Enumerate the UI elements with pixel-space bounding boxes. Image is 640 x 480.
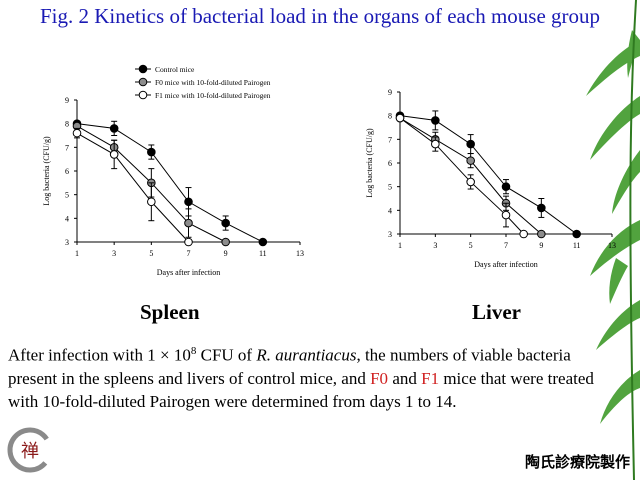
spleen-series-1-point [184,218,193,228]
spleen-x-tick-label: 5 [149,249,153,258]
caption-organism: R. aurantiacus [256,345,357,365]
spleen-y-tick-label: 6 [65,167,69,176]
spleen-x-tick-label: 7 [187,249,191,258]
spleen-series-2-line [76,132,189,243]
liver-series-0-point [466,139,475,149]
spleen-series-0-point [184,197,193,207]
spleen-series-2-point [147,197,156,207]
liver-y-tick-label: 5 [388,183,392,192]
liver-series-0-point [431,116,440,125]
liver-series-1-point [537,229,546,239]
spleen-x-tick-label: 1 [75,249,79,258]
zen-logo: 禅 [6,426,54,479]
spleen-series-2-point [109,150,119,159]
spleen-x-label: Days after infection [157,268,221,277]
liver-x-label: Days after infection [474,260,538,269]
liver-x-tick-label: 11 [573,241,581,250]
spleen-y-tick-label: 9 [65,96,69,105]
liver-series-2-point [431,139,440,149]
spleen-legend-marker [138,77,148,87]
spleen-series-0-point [221,218,230,228]
caption-part2: CFU of [196,345,257,365]
liver-panel-label: Liver [472,300,521,324]
liver-series-2-point [395,113,405,123]
liver-series-2-point [501,210,511,220]
spleen-series-0-point [258,237,268,247]
spleen-legend-marker [138,64,148,74]
liver-series-0-line [399,115,577,235]
spleen-series-0-point [147,147,156,157]
liver-series-2-point [466,177,475,187]
spleen-legend-marker [138,90,148,100]
spleen-x-tick-label: 9 [224,249,228,258]
spleen-y-tick-label: 5 [65,191,69,200]
liver-series-2-point [519,229,528,239]
liver-y-tick-label: 8 [388,112,392,121]
caption-f0: F0 [370,368,389,388]
caption-exponent: 8 [190,345,197,357]
liver-x-tick-label: 7 [504,241,508,250]
spleen-y-tick-label: 7 [65,143,69,152]
spleen-y-tick-label: 3 [65,238,69,247]
caption-part1: After infection with 1 × 10 [8,345,191,365]
spleen-x-tick-label: 3 [112,249,116,258]
liver-y-label: Log bacteria (CFU/g) [365,128,374,198]
spleen-series-0-point [109,124,119,133]
spleen-x-tick-label: 11 [259,249,267,258]
spleen-y-label: Log bacteria (CFU/g) [42,136,51,206]
caption: After infection with 1 × 108 CFU of R. a… [8,340,608,413]
caption-f1: F1 [421,368,440,388]
spleen-legend-label: F0 mice with 10-fold-diluted Pairogen [155,78,271,87]
spleen-series-1-point [221,237,230,247]
caption-part3: , the numbers of viable bacteria present… [8,345,571,388]
liver-series-1-point [466,156,475,165]
spleen-legend-label: Control mice [155,65,195,74]
footer-credit: 陶氏診療院製作 [524,453,630,471]
liver-y-tick-label: 6 [388,159,392,168]
liver-y-tick-label: 9 [388,88,392,97]
caption-and: and [388,368,422,388]
liver-series-0-point [537,203,546,213]
spleen-y-tick-label: 8 [65,120,69,129]
spleen-series-2-point [184,237,193,247]
liver-series-0-point [501,182,511,191]
spleen-legend-label: F1 mice with 10-fold-diluted Pairogen [155,91,271,100]
caption-part4: mice that were treated with 10-fold-dilu… [8,368,594,411]
spleen-series-2-point [72,128,82,138]
liver-x-tick-label: 9 [539,241,543,250]
liver-x-tick-label: 3 [433,241,437,250]
liver-x-tick-label: 13 [608,241,616,250]
spleen-series-0-line [76,123,264,243]
liver-y-tick-label: 7 [388,135,392,144]
liver-y-tick-label: 4 [388,206,392,215]
logo-char: 禅 [21,441,39,461]
spleen-x-tick-label: 13 [296,249,304,258]
liver-y-tick-label: 3 [388,230,392,239]
liver-series-0-point [572,229,581,239]
slide-title: Fig. 2 Kinetics of bacterial load in the… [39,4,601,28]
liver-x-tick-label: 5 [469,241,473,250]
spleen-y-tick-label: 4 [65,214,69,223]
spleen-panel-label: Spleen [140,300,200,324]
liver-x-tick-label: 1 [398,241,402,250]
